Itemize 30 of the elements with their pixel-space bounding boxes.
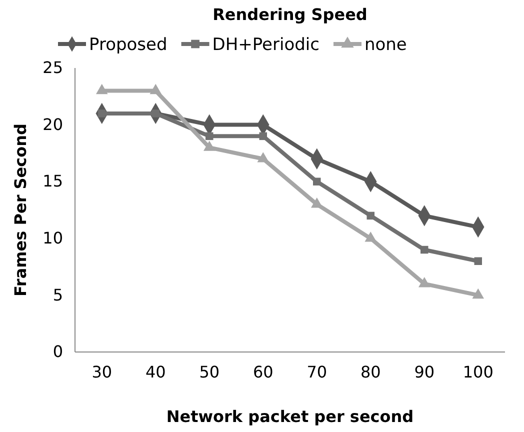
y-tick-label: 5 (52, 285, 63, 304)
point (257, 152, 270, 162)
y-tick-label: 0 (52, 342, 63, 362)
point (366, 212, 374, 220)
point (472, 288, 484, 299)
y-tick-label: 25 (42, 58, 63, 78)
legend-label: Proposed (89, 35, 168, 55)
x-tick-label: 70 (306, 362, 328, 382)
point (259, 132, 267, 140)
legend-label: DH+Periodic (212, 35, 320, 55)
point (313, 178, 321, 186)
legend-label: none (364, 35, 407, 55)
point (420, 246, 428, 254)
point (364, 232, 377, 242)
x-axis-title: Network packet per second (166, 407, 414, 426)
y-tick-label: 20 (42, 114, 63, 134)
x-tick-label: 40 (145, 362, 166, 382)
x-tick-label: 100 (462, 362, 494, 382)
x-tick-label: 60 (252, 362, 274, 382)
point (418, 277, 430, 288)
x-tick-label: 80 (360, 362, 381, 382)
x-tick-label: 50 (199, 362, 220, 382)
point (206, 132, 214, 140)
x-tick-label: 30 (92, 362, 112, 382)
y-tick-label: 10 (42, 228, 63, 248)
x-tick-label: 90 (414, 362, 435, 382)
y-axis-title: Frames Per Second (11, 124, 30, 296)
chart-title: Rendering Speed (212, 5, 368, 24)
y-tick-label: 15 (42, 172, 63, 191)
point (474, 257, 482, 265)
